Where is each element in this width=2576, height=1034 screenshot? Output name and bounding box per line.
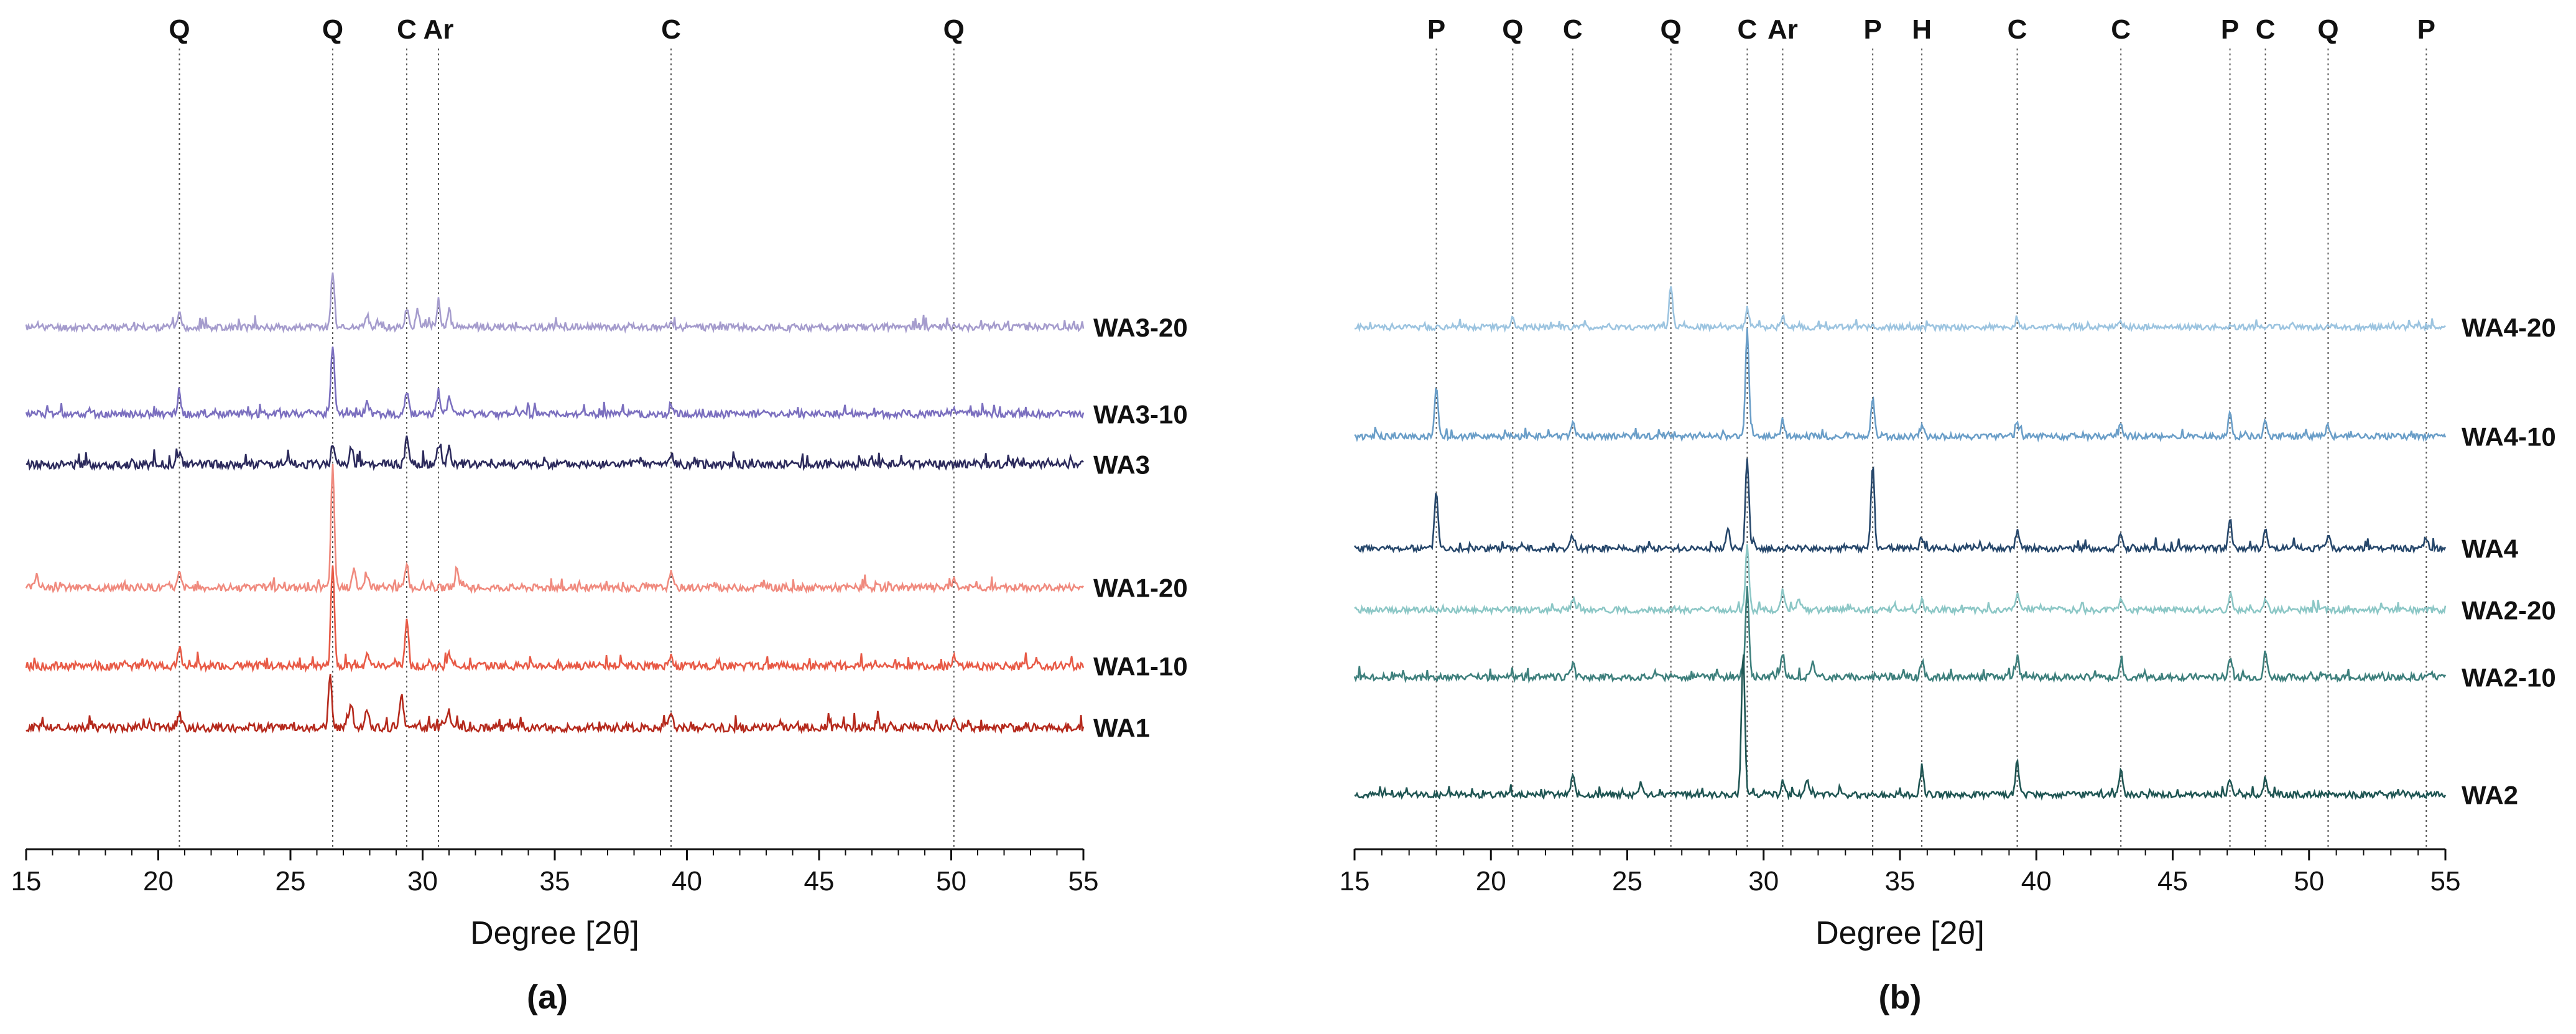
series-line-wa4-20 (1354, 286, 2446, 333)
reference-label-3: Ar (424, 14, 454, 45)
x-tick-label-50: 50 (2294, 866, 2324, 897)
x-tick-label-40: 40 (2021, 866, 2052, 897)
series-line-wa4 (1353, 458, 2447, 555)
reference-label-3: Q (1661, 14, 1682, 45)
series-label-wa2: WA2 (2462, 781, 2518, 810)
reference-label-4: C (661, 14, 681, 45)
panel-label: (a) (527, 979, 568, 1016)
x-tick-label-55: 55 (2430, 866, 2461, 897)
reference-label-0: Q (169, 14, 190, 45)
reference-label-4: C (1738, 14, 1758, 45)
series-label-wa3: WA3 (1093, 450, 1150, 480)
series-label-wa4: WA4 (2462, 534, 2519, 564)
panel-label: (b) (1879, 979, 1922, 1016)
series-label-wa2-20: WA2-20 (2462, 596, 2556, 625)
x-tick-label-50: 50 (936, 866, 966, 897)
reference-label-1: Q (322, 14, 343, 45)
reference-label-8: C (2008, 14, 2027, 45)
x-tick-label-45: 45 (2157, 866, 2188, 897)
series-line-wa4-10 (1354, 328, 2447, 443)
reference-label-9: C (2111, 14, 2131, 45)
x-tick-label-20: 20 (143, 866, 174, 897)
series-label-wa2-10: WA2-10 (2462, 663, 2556, 692)
reference-label-5: Q (943, 14, 965, 45)
series-label-wa1-20: WA1-20 (1093, 574, 1188, 603)
x-tick-label-30: 30 (1748, 866, 1779, 897)
x-tick-label-25: 25 (1612, 866, 1642, 897)
reference-label-13: P (2417, 14, 2435, 45)
reference-label-6: P (1863, 14, 1881, 45)
x-tick-label-35: 35 (540, 866, 570, 897)
x-tick-label-20: 20 (1476, 866, 1506, 897)
reference-label-2: C (1563, 14, 1583, 45)
series-line-wa1-20 (25, 464, 1085, 594)
x-tick-label-25: 25 (276, 866, 306, 897)
reference-label-5: Ar (1768, 14, 1798, 45)
series-line-wa1 (25, 674, 1085, 735)
series-line-wa2-20 (1354, 544, 2447, 617)
series-line-wa2-10 (1353, 585, 2447, 684)
reference-label-0: P (1427, 14, 1445, 45)
series-label-wa4-20: WA4-20 (2462, 313, 2556, 342)
reference-label-2: C (397, 14, 417, 45)
series-line-wa2 (1354, 654, 2447, 801)
x-axis-title: Degree [2θ] (1815, 915, 1985, 951)
x-axis-title: Degree [2θ] (470, 915, 639, 951)
series-line-wa3-20 (25, 272, 1085, 334)
series-label-wa3-10: WA3-10 (1093, 400, 1188, 429)
x-tick-label-15: 15 (1340, 866, 1370, 897)
panel-b-chart: P Q C Q C Ar P H C C P C Q PWA4-20WA4-10WA4WA2-20WA2-… (1340, 14, 2556, 1016)
series-label-wa1: WA1 (1093, 714, 1150, 743)
x-tick-label-15: 15 (11, 866, 42, 897)
x-tick-label-40: 40 (672, 866, 702, 897)
x-tick-label-30: 30 (407, 866, 438, 897)
reference-label-11: C (2256, 14, 2276, 45)
reference-label-12: Q (2317, 14, 2338, 45)
series-line-wa3-10 (25, 347, 1085, 421)
x-tick-label-55: 55 (1068, 866, 1099, 897)
reference-label-7: H (1912, 14, 1932, 45)
x-tick-label-35: 35 (1885, 866, 1916, 897)
series-line-wa3 (25, 435, 1084, 472)
reference-label-1: Q (1502, 14, 1523, 45)
reference-label-10: P (2221, 14, 2239, 45)
x-tick-label-45: 45 (804, 866, 835, 897)
series-label-wa1-10: WA1-10 (1093, 652, 1188, 681)
series-label-wa3-20: WA3-20 (1093, 313, 1188, 342)
series-label-wa4-10: WA4-10 (2462, 422, 2556, 452)
series-line-wa1-10 (25, 565, 1085, 673)
